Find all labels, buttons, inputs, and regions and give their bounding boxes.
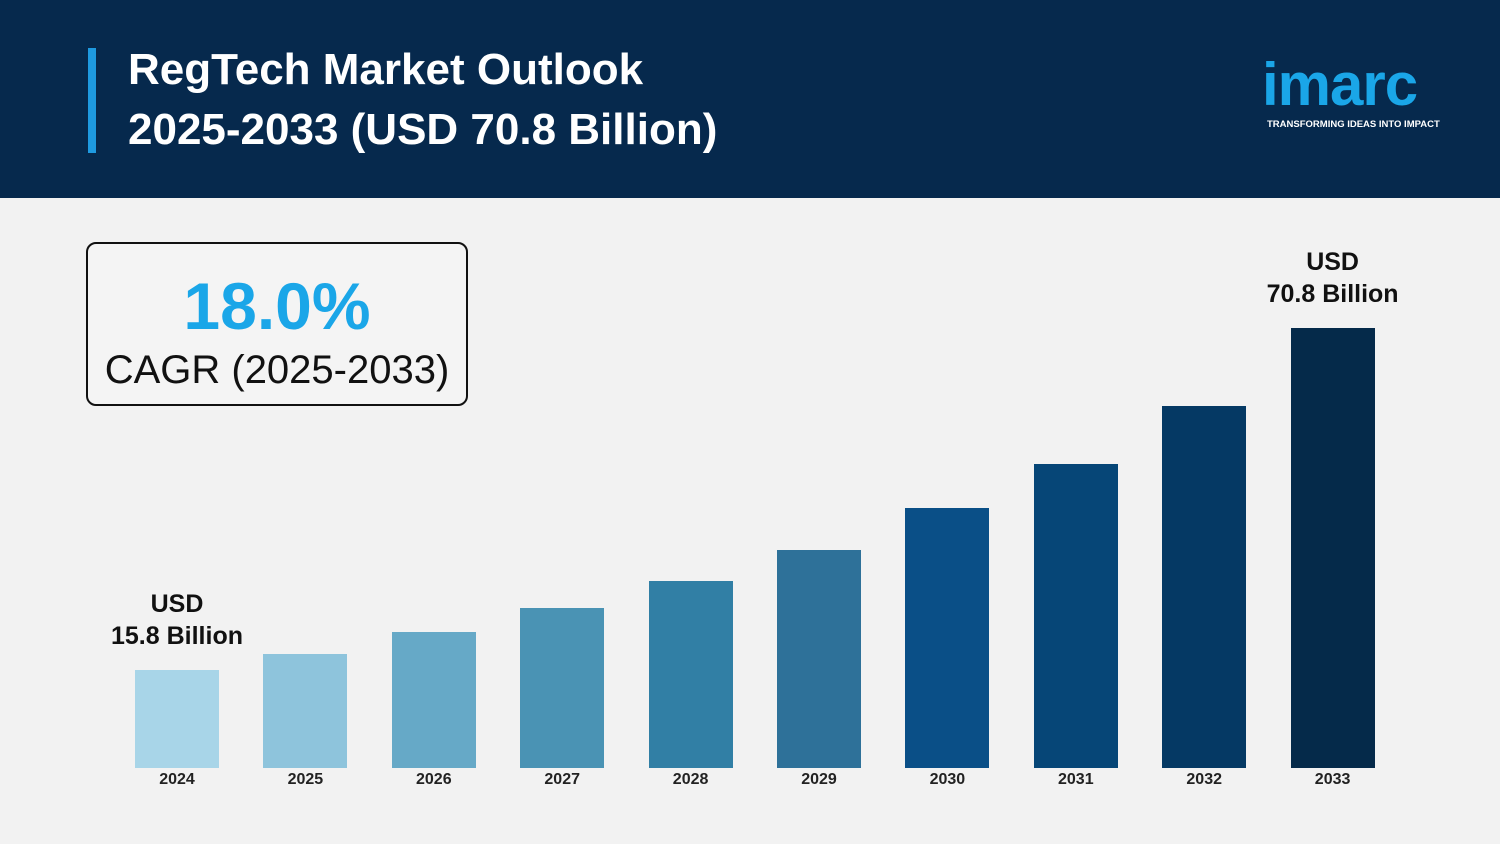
logo: imarc <box>1262 51 1418 118</box>
cagr-box: 18.0% CAGR (2025-2033) <box>86 242 468 406</box>
bar <box>263 654 348 768</box>
x-tick-label: 2026 <box>416 771 452 788</box>
bar <box>1290 328 1375 768</box>
x-tick-label: 2032 <box>1186 771 1222 788</box>
bar <box>1033 464 1118 768</box>
x-tick-label: 2033 <box>1314 771 1351 788</box>
data-label: USD 15.8 Billion <box>111 589 243 650</box>
bar <box>777 550 861 768</box>
chart-title: RegTech Market Outlook 2025-2033 (USD 70… <box>128 45 718 154</box>
header <box>0 0 1500 198</box>
x-tick-label: 2027 <box>544 771 580 788</box>
bar <box>648 580 733 768</box>
x-tick-label: 2031 <box>1058 771 1094 788</box>
bar <box>135 669 219 768</box>
accent-bar <box>88 48 96 153</box>
x-tick-label: 2024 <box>159 771 195 788</box>
x-tick-label: 2028 <box>672 771 709 788</box>
logo-tagline: TRANSFORMING IDEAS INTO IMPACT <box>1267 119 1440 130</box>
cagr-value: 18.0% <box>183 269 371 343</box>
bar <box>1162 406 1247 768</box>
bar <box>905 507 990 768</box>
x-tick-label: 2030 <box>929 771 966 788</box>
cagr-label: CAGR (2025-2033) <box>104 348 450 392</box>
x-tick-label: 2025 <box>287 771 324 788</box>
bar <box>391 631 476 768</box>
bar <box>520 608 605 768</box>
x-tick-label: 2029 <box>801 771 837 788</box>
data-label: USD 70.8 Billion <box>1266 248 1399 308</box>
